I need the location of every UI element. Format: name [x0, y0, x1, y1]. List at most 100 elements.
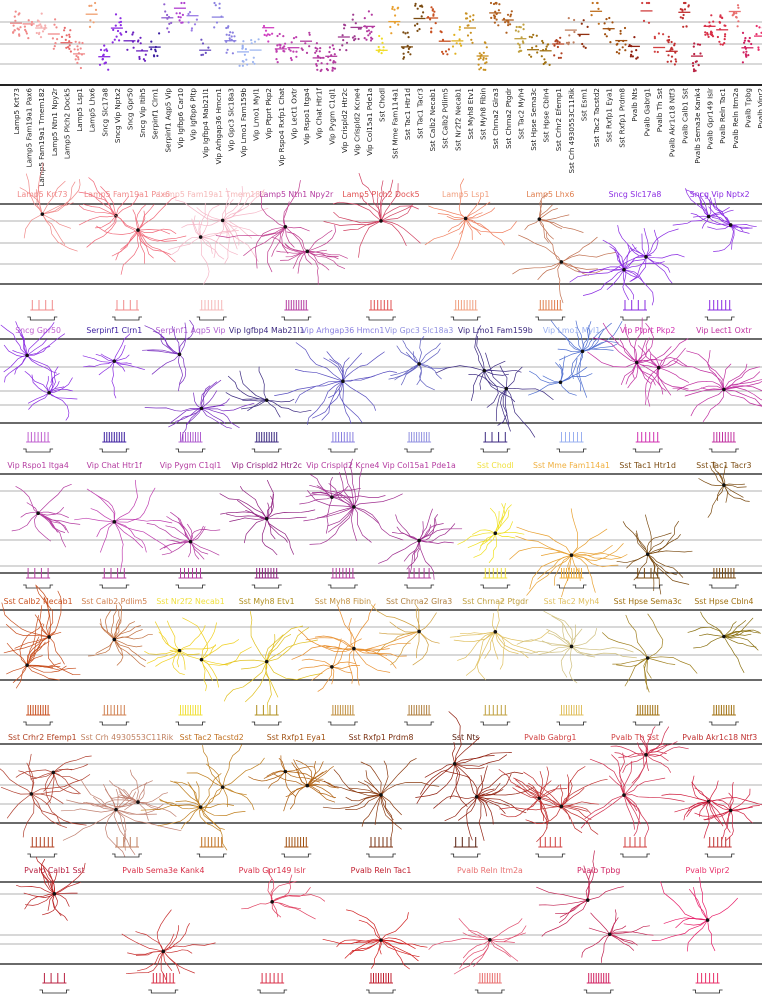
top-dot [289, 49, 292, 52]
top-dot [378, 34, 381, 38]
top-dot [708, 21, 711, 24]
neuron-morphology [516, 610, 637, 684]
top-dot [40, 12, 43, 15]
top-dot [369, 39, 373, 42]
top-x-label: Serpinf1 Aqp5 Vip [163, 88, 172, 153]
top-dot [667, 35, 670, 38]
top-x-label: Lamp5 Plch2 Dock5 [62, 88, 71, 159]
top-column: Pvalb Nts [627, 36, 640, 122]
neuron-morphology [528, 355, 593, 396]
top-dot [548, 63, 551, 66]
top-dot [243, 53, 246, 56]
top-x-label: Sncg Gpr50 [126, 88, 135, 131]
top-dot [170, 21, 173, 24]
top-x-label: Sst Calb2 Necab1 [428, 88, 437, 152]
top-dot [44, 24, 47, 27]
spike-trace [23, 568, 54, 589]
top-column: Sncg Slc17a8 [98, 44, 111, 137]
top-dot [540, 55, 543, 58]
top-dot [542, 41, 545, 44]
neuron-morphology [74, 479, 173, 573]
cell-type-title: Lamp5 Krt73 [17, 190, 67, 199]
cell-type-column: Vip Ptprt Pkp2 [587, 317, 690, 453]
top-dot [68, 35, 71, 39]
cell-type-column: Pvalb Akr1c18 Ntf3 [661, 733, 762, 858]
top-dot [497, 24, 500, 27]
top-dot [351, 18, 354, 21]
top-dot [51, 37, 55, 40]
top-dot [618, 52, 621, 55]
top-column: Serpinf1 Aqp5 Vip [161, 3, 174, 153]
top-dot [466, 24, 469, 27]
cell-type-column: Sst Tac1 Htr1d [616, 461, 693, 595]
top-dot [241, 44, 244, 47]
spike-trace [480, 705, 511, 726]
top-dot [670, 46, 673, 50]
top-dot [264, 29, 268, 32]
top-dot [377, 50, 380, 53]
top-dot [582, 19, 585, 22]
top-column: Sst Tac2 Myh4 [514, 23, 527, 139]
top-dot [755, 33, 758, 36]
neuron-morphology [512, 232, 617, 304]
top-dot [479, 57, 482, 60]
top-dot [244, 48, 247, 51]
top-dot [667, 41, 670, 44]
top-x-label: Vip Igfbp6 Car10 [176, 88, 185, 149]
top-dot [201, 42, 205, 45]
neuron-morphology [142, 319, 194, 392]
top-dot [421, 5, 424, 8]
top-column: Pvalb Calb1 Sst [678, 1, 691, 144]
top-dot [507, 20, 510, 23]
cell-type-title: Sst Myh8 Etv1 [239, 597, 295, 606]
top-dot [446, 53, 449, 56]
top-dot [694, 60, 697, 64]
top-dot [447, 48, 450, 51]
neuron-morphology [616, 514, 693, 595]
top-dot [114, 24, 117, 27]
cell-type-row: Sst Crhr2 Efemp1 Sst Crh 4930553C11Rik Sst… [0, 711, 762, 858]
top-dot [363, 17, 366, 20]
top-column: Serpinf1 Clrn1 [148, 32, 161, 139]
cell-type-column: Sst Calb2 Pdlim5 [81, 597, 153, 726]
top-dot [38, 20, 41, 23]
cell-type-column: Lamp5 Fam19a1 Tmem182 [158, 185, 269, 321]
top-dot [584, 46, 587, 50]
top-dot [402, 56, 406, 59]
top-dot [115, 35, 118, 38]
top-column: Sst Crh 4930553C11Rik [564, 17, 577, 173]
top-dot [741, 31, 745, 34]
top-dot [647, 21, 651, 24]
top-dot [104, 61, 107, 64]
spike-trace [480, 432, 511, 453]
top-dot [318, 50, 321, 53]
top-dot [357, 37, 360, 41]
top-dot [653, 37, 657, 40]
top-dot [230, 35, 233, 38]
top-dot [125, 30, 128, 33]
top-dot [292, 37, 296, 40]
top-x-label: Vip Ptprt Pkp2 [264, 88, 273, 139]
top-dot [514, 29, 518, 32]
top-x-label: Pvalb Tpbg [743, 88, 752, 128]
top-dot [471, 41, 474, 44]
top-dot [470, 38, 473, 41]
top-dot [402, 52, 405, 55]
top-dot [69, 50, 72, 53]
spike-trace [404, 705, 435, 726]
top-x-label: Vip Pygm C1ql1 [327, 88, 336, 145]
top-column: Sst Hpse Cbln4 [539, 39, 552, 143]
neuron-morphology [509, 508, 628, 598]
top-dot [308, 45, 311, 48]
top-dot [69, 29, 72, 32]
top-x-label: Sst Rxfp1 Eya1 [605, 88, 614, 142]
top-dot [742, 51, 745, 54]
top-dot [687, 5, 690, 8]
top-dot [315, 49, 318, 53]
top-dot [642, 19, 646, 22]
top-dot [489, 1, 493, 5]
top-dot [218, 2, 221, 5]
cell-type-column: Lamp5 Krt73 [17, 162, 81, 321]
top-x-label: Sst Hpse Sema3c [529, 88, 538, 151]
cell-type-title: Pvalb Gabrg1 [524, 733, 576, 742]
